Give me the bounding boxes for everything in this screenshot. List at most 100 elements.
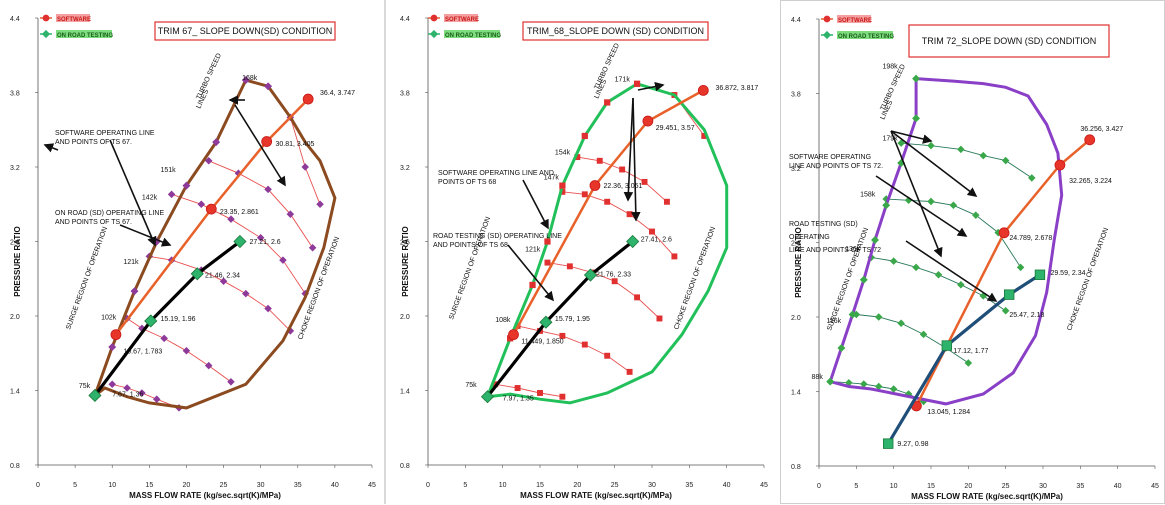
speed-line-point	[611, 278, 618, 285]
speed-line	[495, 383, 563, 398]
speed-line-point	[889, 257, 898, 265]
road-testing-point	[1034, 269, 1046, 280]
speed-line-point	[242, 289, 250, 298]
y-tick-label: 3.8	[10, 91, 20, 98]
point-label: 32.265, 3.224	[1069, 178, 1112, 185]
software-operating-line	[114, 98, 310, 336]
legend-road-bg	[837, 31, 893, 39]
x-tick-label: 0	[817, 483, 821, 490]
annotation-text: SOFTWARE OPERATING LINE AND	[438, 170, 554, 177]
point-label: 36.4, 3.747	[320, 90, 355, 97]
y-axis-title: PRESSURE RATIO	[401, 226, 410, 297]
annotation-arrow	[875, 175, 968, 237]
legend-software-bg	[444, 14, 478, 22]
point-label: 121k	[525, 246, 541, 253]
chart-title: TRIM 72_SLOPE DOWN (SD) CONDITION	[922, 36, 1097, 46]
software-point	[1084, 134, 1096, 146]
speed-line-point	[663, 198, 670, 205]
boundary-point	[108, 343, 117, 352]
speed-line-point	[152, 395, 161, 403]
speed-line-point	[1016, 263, 1025, 272]
point-label: 21.46, 2.34	[205, 273, 240, 280]
panel-divider	[384, 0, 386, 504]
point-label: 27.41, 2.6	[641, 237, 672, 244]
annotation-text: ROAD TESTING (SD) OPERATING LINE	[433, 233, 562, 240]
y-tick-label: 3.2	[10, 165, 20, 172]
chart-svg: 0 5 10 15 20 25 30 35 40 45 0.8 1.4 2.0 2.6 3.2 3.8 4.4 M…	[400, 14, 768, 500]
x-tick-label: 15	[145, 482, 153, 489]
speed-line-point	[964, 359, 973, 367]
point-label: 36.872, 3.817	[715, 85, 758, 92]
speed-line-point	[544, 259, 551, 266]
road-testing-point	[190, 267, 204, 281]
point-label: 30.81, 3.405	[276, 141, 315, 148]
road-testing-point	[233, 234, 247, 249]
legend-software-label: SOFTWARE	[838, 18, 872, 24]
annotation-text: ON ROAD (SD) OPERATING LINE	[55, 210, 164, 217]
speed-line-series	[204, 157, 317, 252]
annotation-arrow	[43, 143, 59, 153]
road-testing-operating-line	[93, 240, 241, 397]
boundary-point	[912, 114, 921, 123]
x-tick-label: 0	[426, 482, 430, 489]
legend-road-label: ON ROAD TESTING	[838, 34, 894, 40]
annotation-arrow	[637, 81, 665, 92]
x-tick-label: 15	[536, 482, 544, 489]
road-testing-point	[626, 234, 640, 249]
choke-boundary-line	[829, 77, 1064, 406]
speed-line-series	[574, 154, 670, 205]
speed-line-point	[227, 215, 235, 223]
y-tick-label: 3.2	[791, 166, 801, 173]
speed-line-point	[160, 334, 168, 343]
point-label: 168k	[242, 75, 258, 82]
speed-line-point	[301, 163, 309, 171]
road-testing-point	[883, 438, 894, 449]
point-label: 198k	[882, 64, 898, 71]
speed-line-point	[626, 211, 633, 218]
legend-road-marker	[822, 30, 832, 40]
speed-line-point	[308, 243, 317, 252]
speed-line-point	[934, 271, 943, 279]
chart-title: TRIM_68_SLOPE DOWN (SD) CONDITION	[527, 26, 704, 36]
speed-line-point	[927, 197, 935, 206]
speed-line-point	[566, 263, 573, 270]
speed-line-series	[514, 322, 633, 375]
y-tick-label: 2.0	[10, 314, 20, 321]
speed-line-point	[559, 332, 566, 339]
legend-road-label: ON ROAD TESTING	[445, 33, 501, 39]
point-label: 142k	[142, 194, 158, 201]
legend-road-bg	[56, 30, 112, 38]
speed-line-point	[860, 380, 868, 388]
speed-line-point	[979, 151, 988, 160]
y-tick-label: 1.4	[791, 390, 801, 397]
speed-line-point	[1028, 174, 1036, 182]
speed-line-series	[559, 188, 678, 260]
road-testing-operating-line	[486, 240, 634, 398]
boundary-point	[544, 238, 551, 245]
boundary-point	[529, 281, 536, 289]
point-label: 15.19, 1.96	[160, 316, 195, 323]
y-tick-label: 2.6	[791, 241, 801, 248]
road-testing-point	[88, 388, 102, 403]
point-label: 7.67, 1.36	[112, 392, 143, 399]
point-label: 29.59, 2.34	[1050, 270, 1085, 277]
x-tick-label: 30	[257, 482, 265, 489]
point-label: 179k	[882, 136, 898, 143]
chart-panel-trim-72: 0 5 10 15 20 25 30 35 40 45 0.8 1.4 2.0 2.6 3.2 3.8 4.4 M…	[780, 0, 1165, 504]
speed-line	[517, 325, 630, 373]
point-label: 121k	[123, 259, 139, 266]
speed-line-point	[619, 166, 626, 173]
annotation-arrow	[905, 240, 998, 302]
annotation-arrow	[890, 130, 978, 197]
point-label: 75k	[79, 383, 91, 390]
speed-line-point	[581, 191, 588, 198]
chart-panel-trim-67: 0 5 10 15 20 25 30 35 40 45 0.8 1.4 2.0 2.6 3.2 3.8 4.4 M…	[0, 0, 383, 504]
road-testing-point	[539, 315, 553, 329]
speed-line-point	[1001, 307, 1010, 315]
y-tick-label: 2.0	[400, 314, 410, 321]
point-label: 15.79, 1.95	[555, 316, 590, 323]
boundary-point	[912, 74, 921, 83]
annotation-text: ROAD TESTING (SD)	[789, 221, 858, 228]
chart-title-box	[522, 21, 709, 41]
legend-software-marker	[430, 14, 438, 22]
